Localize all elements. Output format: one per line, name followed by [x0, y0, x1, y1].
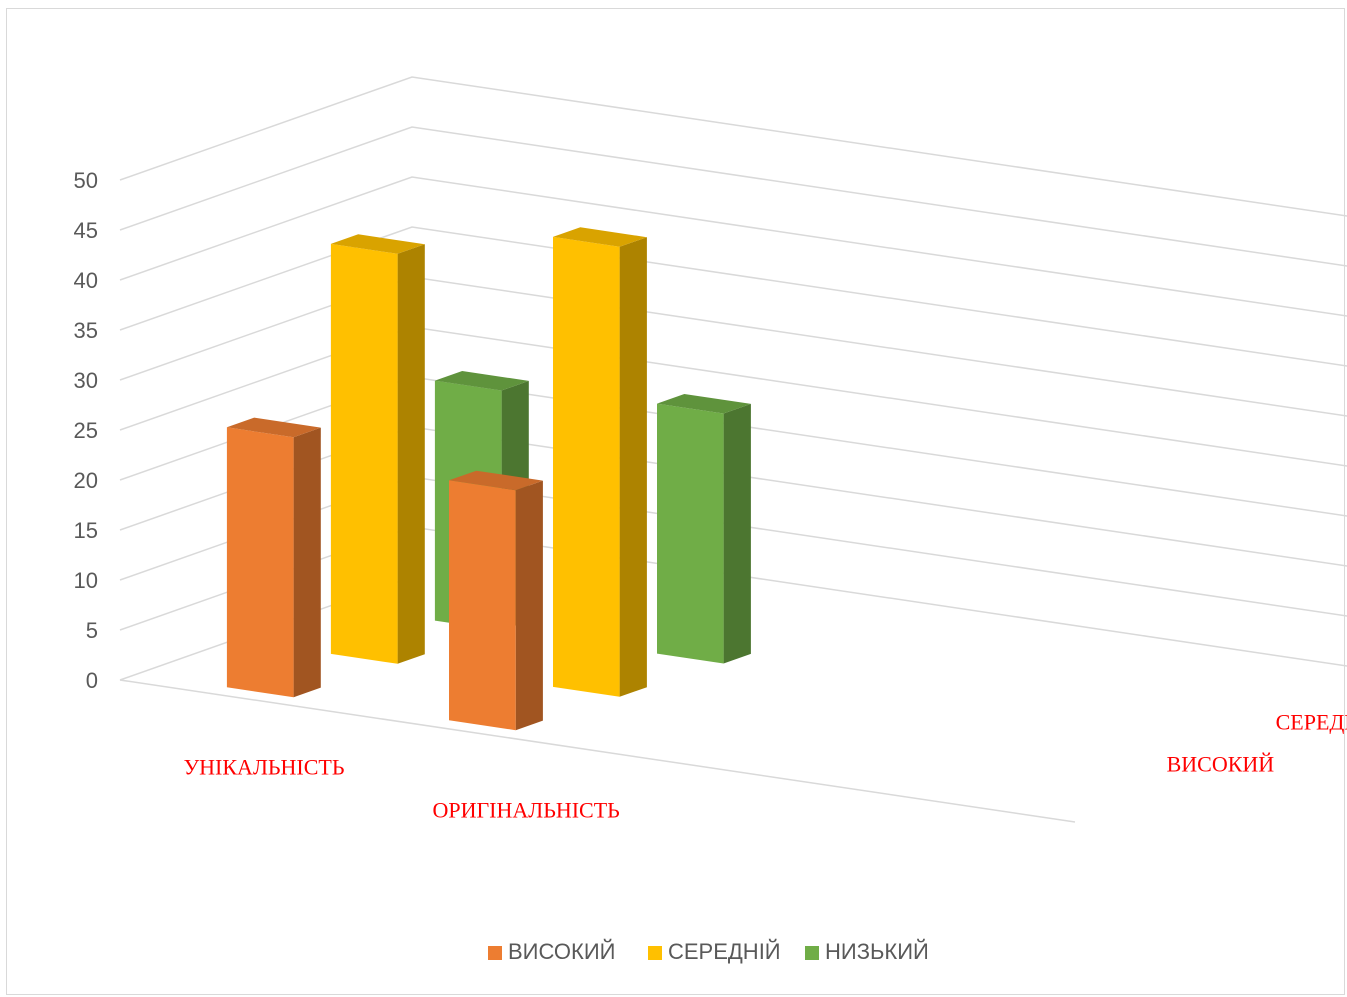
- bar-side-face: [619, 237, 647, 697]
- y-tick-label: 45: [74, 218, 98, 243]
- legend-swatch: [488, 946, 502, 960]
- category-labels: УНІКАЛЬНІСТЬ ОРИГІНАЛЬНІСТЬ: [184, 755, 620, 823]
- bar-1-2: [449, 470, 543, 731]
- bar-front-face: [449, 480, 516, 731]
- gridline-30: [119, 276, 1347, 417]
- y-tick-label: 0: [86, 668, 98, 693]
- gridline-45: [119, 126, 1347, 267]
- y-tick-label: 15: [74, 518, 98, 543]
- bar-1-1: [226, 417, 321, 698]
- series-axis-label: ВИСОКИЙ: [1167, 752, 1275, 777]
- bar-top-face: [553, 227, 647, 247]
- bar-top-face: [226, 417, 321, 438]
- bar-side-face: [293, 427, 321, 698]
- gridline-35: [119, 226, 1347, 367]
- y-tick-label: 10: [74, 568, 98, 593]
- bar-front-face: [330, 243, 398, 664]
- legend-label: НИЗЬКИЙ: [825, 939, 929, 964]
- y-tick-label: 40: [74, 268, 98, 293]
- legend-item: НИЗЬКИЙ: [805, 939, 929, 964]
- legend-label: ВИСОКИЙ: [508, 939, 615, 964]
- legend-swatch: [648, 946, 662, 960]
- legend: ВИСОКИЙ СЕРЕДНІЙ НИЗЬКИЙ: [488, 939, 929, 964]
- gridlines: [119, 76, 1347, 667]
- bar-top-face: [330, 234, 425, 254]
- bar-front-face: [657, 403, 724, 664]
- y-tick-labels: 0 5 10 15 20 25 30 35 40 45 50: [74, 168, 98, 693]
- bars: [226, 227, 751, 731]
- bar-side-face: [397, 244, 425, 664]
- gridline-40: [119, 176, 1347, 317]
- bar-front-face: [553, 236, 620, 697]
- legend-item: СЕРЕДНІЙ: [648, 939, 781, 964]
- bar-side-face: [515, 480, 543, 731]
- legend-swatch: [805, 946, 819, 960]
- y-tick-label: 50: [74, 168, 98, 193]
- y-tick-label: 25: [74, 418, 98, 443]
- category-label: ОРИГІНАЛЬНІСТЬ: [432, 798, 619, 823]
- series-axis-label: СЕРЕДНІЙ: [1276, 709, 1347, 734]
- legend-label: СЕРЕДНІЙ: [668, 939, 781, 964]
- legend-item: ВИСОКИЙ: [488, 939, 615, 964]
- y-tick-label: 20: [74, 468, 98, 493]
- x-axis-line: [119, 679, 1076, 823]
- y-tick-label: 5: [86, 618, 98, 643]
- bar-top-face: [449, 470, 543, 491]
- category-label: УНІКАЛЬНІСТЬ: [184, 755, 345, 780]
- bar-top-face: [657, 394, 751, 414]
- bar-2-1: [330, 234, 425, 664]
- y-tick-label: 35: [74, 318, 98, 343]
- gridline-50: [119, 76, 1347, 217]
- bar-top-face: [434, 371, 529, 391]
- bar-2-2: [553, 227, 647, 697]
- bar-front-face: [226, 427, 294, 698]
- y-tick-label: 30: [74, 368, 98, 393]
- bar-3-2: [657, 394, 751, 664]
- bar-side-face: [723, 403, 751, 664]
